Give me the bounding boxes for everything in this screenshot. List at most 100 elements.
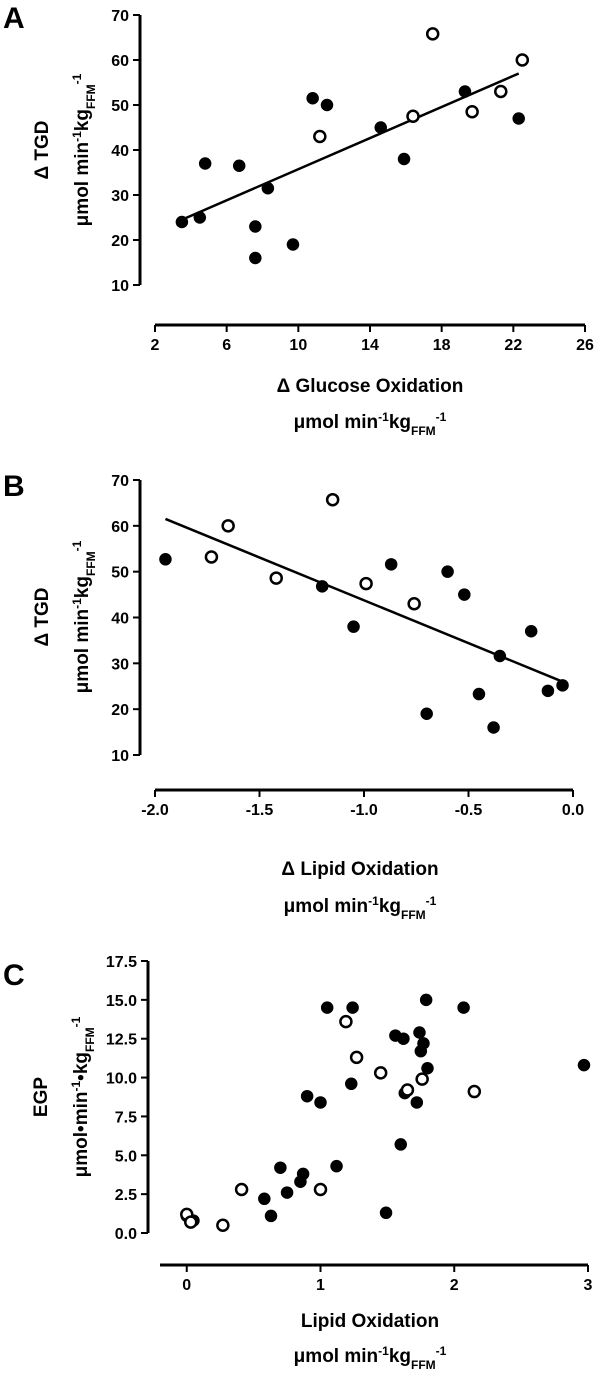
regression-line xyxy=(181,72,520,221)
x-tick-label: 2 xyxy=(151,337,160,354)
y-tick-label: 7.5 xyxy=(115,1109,137,1126)
panel-c: C 0.0 2.5 5.0 7.5 10.0 12.5 15.0 17.5 0 1 2 3 Lipid O… xyxy=(3,954,593,1372)
data-point-filled xyxy=(232,159,246,172)
data-point-filled xyxy=(457,1001,470,1014)
x-tick-label: 26 xyxy=(576,337,594,354)
panel-label: C xyxy=(3,959,25,992)
data-point-open xyxy=(494,84,508,99)
data-point-open xyxy=(465,105,479,119)
y-tick-label: 5.0 xyxy=(115,1148,137,1165)
data-point-filled xyxy=(374,121,387,134)
y-tick-label: 50 xyxy=(111,565,129,582)
x-tick-label: -1.5 xyxy=(246,802,274,819)
data-point-filled xyxy=(458,85,472,98)
y-tick-label: 12.5 xyxy=(106,1032,137,1049)
data-point-filled xyxy=(379,1206,393,1220)
y-tick-label: 20 xyxy=(111,702,129,719)
y-tick-label: 2.5 xyxy=(115,1187,137,1204)
y-tick-label: 30 xyxy=(111,656,129,673)
y-tick-label: 10.0 xyxy=(106,1071,137,1088)
data-point-filled xyxy=(175,215,189,229)
y-axis-title: Δ TGD xyxy=(32,120,53,179)
data-point-filled xyxy=(300,1089,314,1103)
x-tick-label: 14 xyxy=(361,337,379,354)
x-tick-label: -0.5 xyxy=(455,802,483,819)
data-point-filled xyxy=(394,1138,407,1151)
data-point-filled xyxy=(159,553,172,566)
data-point-filled xyxy=(397,152,411,166)
x-axis-title: Δ Lipid Oxidation xyxy=(281,859,438,880)
data-point-filled xyxy=(458,588,471,601)
data-point-filled xyxy=(413,1026,426,1039)
x-axis-unit: μmol min-1kgFFM-1 xyxy=(294,1344,447,1372)
x-tick-label: 18 xyxy=(433,337,451,354)
data-point-open xyxy=(184,1215,198,1229)
data-point-open xyxy=(407,597,421,611)
x-axis-unit: μmol min-1kgFFM-1 xyxy=(284,894,437,922)
data-point-filled xyxy=(286,238,300,251)
panel-label: A xyxy=(3,2,25,35)
y-tick-label: 50 xyxy=(111,98,129,115)
data-point-filled xyxy=(261,182,275,195)
data-point-filled xyxy=(280,1186,294,1199)
data-point-open xyxy=(406,109,420,123)
x-tick-label: 10 xyxy=(289,337,307,354)
x-tick-label: -2.0 xyxy=(141,802,169,819)
x-tick-label: 2 xyxy=(450,1277,459,1294)
y-tick-label: 40 xyxy=(111,611,129,628)
data-point-filled xyxy=(314,1096,327,1109)
data-point-open xyxy=(515,53,530,67)
data-point-open xyxy=(234,1182,249,1197)
data-point-filled xyxy=(330,1159,343,1173)
data-point-open xyxy=(425,27,440,41)
data-point-filled xyxy=(346,1001,359,1014)
data-point-filled xyxy=(315,580,329,593)
data-point-filled xyxy=(420,707,433,720)
x-tick-label: 22 xyxy=(504,337,522,354)
x-tick-label: 6 xyxy=(222,337,231,354)
data-point-filled xyxy=(421,1061,434,1075)
x-tick-label: 0 xyxy=(182,1277,191,1294)
data-point-open xyxy=(325,492,340,507)
data-point-filled xyxy=(306,92,319,105)
y-axis-unit: μmol min-1kgFFM-1 xyxy=(70,73,98,226)
data-point-open xyxy=(415,1072,429,1086)
data-point-filled xyxy=(419,993,433,1007)
y-tick-label: 10 xyxy=(111,278,129,295)
y-axis-unit: μmol•min-1•kgFFM-1 xyxy=(69,1016,97,1177)
data-point-open xyxy=(339,1014,353,1029)
y-axis-unit: μmol min-1kgFFM-1 xyxy=(70,540,98,693)
y-tick-label: 15.0 xyxy=(106,993,137,1010)
data-point-filled xyxy=(417,1037,430,1050)
y-tick-label: 30 xyxy=(111,188,129,205)
y-tick-label: 60 xyxy=(111,53,129,70)
data-point-filled xyxy=(397,1032,410,1045)
data-point-filled xyxy=(384,558,398,571)
data-point-filled xyxy=(296,1167,310,1181)
data-point-filled xyxy=(441,565,454,578)
data-point-filled xyxy=(249,220,262,233)
data-point-filled xyxy=(198,157,212,170)
y-tick-label: 70 xyxy=(111,473,129,490)
data-point-filled xyxy=(472,687,486,701)
x-axis-unit: μmol min-1kgFFM-1 xyxy=(294,410,447,438)
panel-label: B xyxy=(3,470,25,503)
data-point-open xyxy=(373,1066,388,1080)
data-point-filled xyxy=(524,625,538,638)
y-axis-title: EGP xyxy=(31,1077,52,1117)
y-tick-label: 70 xyxy=(111,8,129,25)
y-tick-label: 0.0 xyxy=(115,1226,137,1243)
y-tick-label: 10 xyxy=(111,748,129,765)
data-point-open xyxy=(313,129,327,144)
data-point-open xyxy=(204,550,219,564)
data-point-open xyxy=(467,1084,482,1099)
y-tick-label: 17.5 xyxy=(106,954,137,971)
x-tick-label: 0.0 xyxy=(562,802,584,819)
data-point-filled xyxy=(274,1161,287,1174)
data-point-filled xyxy=(493,649,507,663)
y-tick-label: 60 xyxy=(111,519,129,536)
x-tick-label: 1 xyxy=(316,1277,325,1294)
data-point-filled xyxy=(193,211,207,224)
data-point-filled xyxy=(264,1209,278,1223)
